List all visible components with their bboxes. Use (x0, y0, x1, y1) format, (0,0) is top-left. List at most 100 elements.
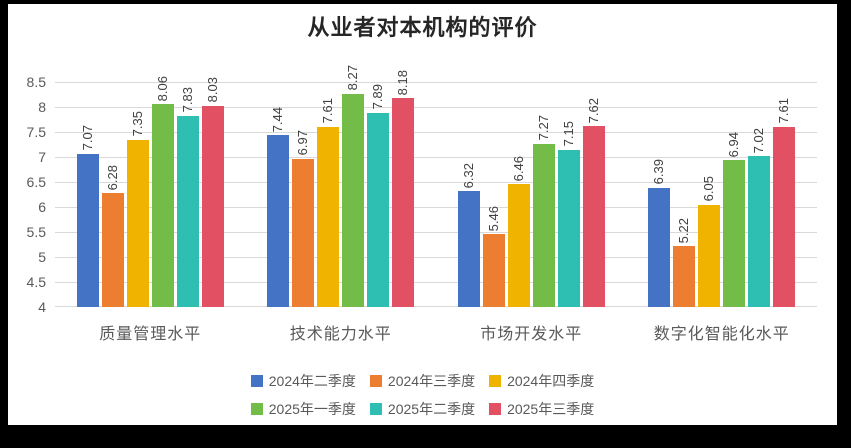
bar-unit: 7.61 (773, 82, 796, 307)
bar-groups-container: 7.07 6.28 7.35 8.06 7.83 8.03 7.44 6.97 7.61 8.27… (55, 65, 818, 307)
legend-item: 2025年一季度 (250, 399, 356, 419)
bar-value-label: 7.02 (751, 127, 767, 153)
bar-value-label: 5.46 (485, 205, 501, 231)
bar-value-label: 7.61 (776, 98, 792, 124)
legend-row: 2024年二季度 2024年三季度 2024年四季度 (250, 367, 594, 395)
bar-group: 7.07 6.28 7.35 8.06 7.83 8.03 (55, 76, 246, 307)
gridline (55, 282, 817, 283)
bar (76, 153, 99, 307)
bar (457, 191, 480, 307)
legend-item: 2024年三季度 (369, 371, 476, 391)
legend-label: 2025年二季度 (387, 401, 476, 417)
legend-swatch-icon (489, 375, 502, 387)
bar-unit: 6.94 (723, 82, 746, 307)
bar-value-label: 7.15 (560, 121, 576, 147)
chart-card: 从业者对本机构的评价 7.07 6.28 7.35 8.06 7.83 8.03 7.44 6… (8, 4, 837, 425)
bar-unit: 8.27 (342, 65, 365, 307)
y-tick-label: 5.5 (26, 224, 46, 240)
bar-value-label: 6.32 (460, 162, 476, 188)
bar (151, 104, 174, 307)
legend-label: 2025年一季度 (268, 401, 356, 417)
bar-unit: 7.61 (317, 82, 340, 307)
gridline (55, 232, 817, 233)
y-tick-label: 4.5 (26, 274, 46, 290)
bar-value-label: 8.06 (154, 75, 170, 101)
legend-swatch-icon (250, 375, 263, 387)
gridline (55, 132, 817, 133)
bar (201, 105, 224, 307)
bar-value-label: 6.39 (651, 159, 667, 185)
plot-area: 7.07 6.28 7.35 8.06 7.83 8.03 7.44 6.97 7.61 8.27… (27, 65, 818, 315)
bar-value-label: 7.61 (320, 98, 336, 124)
bar-unit: 6.97 (292, 82, 315, 307)
bar-value-label: 6.94 (726, 131, 742, 157)
bar-value-label: 8.18 (395, 69, 411, 95)
bar (367, 112, 390, 307)
bar-unit: 5.46 (482, 82, 505, 307)
bar-unit: 6.39 (648, 82, 671, 307)
bar-unit: 7.35 (126, 82, 149, 307)
gridline (55, 257, 817, 258)
legend-row: 2025年一季度 2025年二季度 2025年三季度 (250, 395, 594, 423)
category-label: 数字化智能化水平 (653, 326, 790, 343)
y-tick-label: 5 (38, 249, 46, 265)
bar-unit: 8.03 (201, 77, 224, 307)
legend-item: 2025年二季度 (369, 399, 476, 419)
gridline (55, 157, 817, 158)
bar (482, 234, 505, 307)
legend-swatch-icon (489, 403, 502, 415)
bar (342, 93, 365, 307)
bar (292, 158, 315, 307)
bar (673, 246, 696, 307)
gridline (55, 207, 817, 208)
y-tick-label: 6 (38, 199, 46, 215)
bar (267, 135, 290, 307)
bar-unit: 6.05 (698, 82, 721, 307)
y-tick-label: 4 (38, 299, 46, 315)
legend-swatch-icon (250, 403, 263, 415)
bar-value-label: 6.97 (295, 130, 311, 156)
bar-group: 7.44 6.97 7.61 8.27 7.89 8.18 (246, 65, 437, 307)
legend-item: 2024年四季度 (489, 371, 594, 391)
legend-item: 2025年三季度 (489, 399, 594, 419)
bar (748, 156, 771, 307)
bar-value-label: 7.27 (535, 115, 551, 141)
bar-unit: 8.06 (151, 76, 174, 307)
chart-title: 从业者对本机构的评价 (307, 15, 538, 40)
bar-unit: 7.44 (267, 82, 290, 307)
bar-unit: 7.62 (582, 82, 605, 307)
bar (176, 115, 199, 307)
bar-unit: 7.27 (532, 82, 555, 307)
bar (317, 126, 340, 307)
legend-swatch-icon (369, 403, 382, 415)
bar-unit: 7.07 (76, 82, 99, 307)
legend-item: 2024年二季度 (250, 371, 356, 391)
bar-value-label: 6.28 (104, 164, 120, 190)
category-label: 市场开发水平 (480, 326, 583, 343)
bar-value-label: 7.62 (585, 97, 601, 123)
y-tick-label: 6.5 (26, 174, 46, 190)
legend: 2024年二季度 2024年三季度 2024年四季度 2025年一季度 2025年二季度… (8, 367, 837, 423)
bar-unit: 7.83 (176, 82, 199, 307)
legend-label: 2024年四季度 (507, 373, 595, 389)
bar (648, 187, 671, 307)
y-tick-label: 8.5 (26, 74, 46, 90)
y-tick-label: 7 (38, 149, 46, 165)
gridline (55, 82, 817, 83)
bar-value-label: 6.46 (510, 155, 526, 181)
bar (532, 143, 555, 307)
bar-value-label: 8.27 (345, 65, 361, 91)
bar-unit: 7.89 (367, 82, 390, 307)
bar (392, 98, 415, 307)
legend-label: 2024年三季度 (387, 373, 476, 389)
bar-value-label: 5.22 (676, 217, 692, 243)
bar-group: 6.39 5.22 6.05 6.94 7.02 7.61 (627, 82, 818, 307)
bar-value-label: 7.35 (129, 111, 145, 137)
y-tick-label: 7.5 (26, 124, 46, 140)
bar-unit: 6.32 (457, 82, 480, 307)
gridline (55, 306, 817, 307)
bar-value-label: 7.83 (179, 87, 195, 113)
bar (557, 149, 580, 307)
bar-unit: 5.22 (673, 82, 696, 307)
